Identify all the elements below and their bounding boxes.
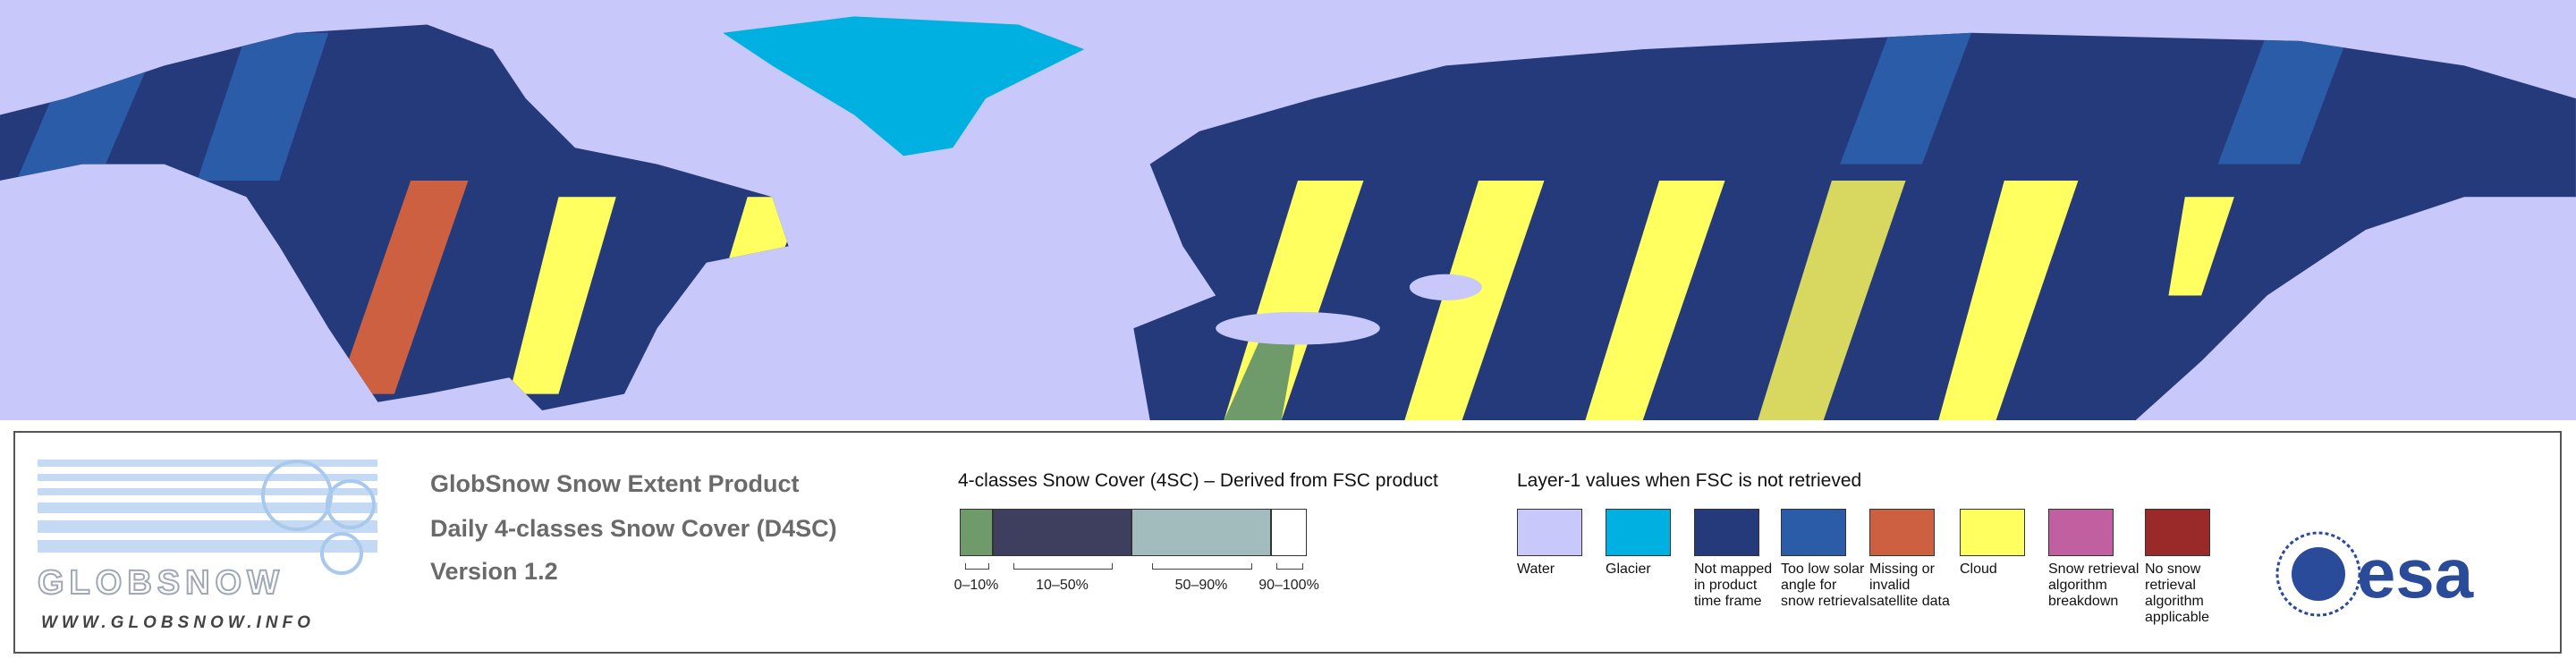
product-title: GlobSnow Snow Extent Product	[430, 470, 800, 497]
scale-segment	[1271, 509, 1307, 556]
legend-label: Not mapped in product time frame	[1694, 561, 1773, 609]
legend-label: Cloud	[1960, 561, 1997, 577]
legend-label: No snow retrieval algorithm applicable	[2145, 561, 2210, 625]
logo-name: GLOBSNOW	[38, 564, 284, 602]
product-version: Version 1.2	[430, 558, 558, 585]
legend-label: Snow retrieval algorithm breakdown	[2048, 561, 2140, 609]
legend-swatch	[2145, 509, 2210, 556]
esa-label: esa	[2357, 534, 2474, 612]
legend-swatch	[1869, 509, 1935, 556]
legend-label: Missing or invalid satellite data	[1869, 561, 1950, 609]
bracket	[1152, 563, 1252, 570]
scale-label: 50–90%	[1174, 578, 1228, 593]
scale-title: 4-classes Snow Cover (4SC) – Derived fro…	[958, 470, 1438, 491]
legend-swatch	[1960, 509, 2025, 556]
scale-label: 10–50%	[1036, 578, 1089, 593]
legend-swatch	[2048, 509, 2114, 556]
layer1-title: Layer-1 values when FSC is not retrieved	[1517, 470, 1862, 491]
legend-label: Water	[1517, 561, 1555, 577]
scale-segment	[993, 509, 1131, 556]
bracket	[1013, 563, 1113, 570]
product-subtitle: Daily 4-classes Snow Cover (D4SC)	[430, 515, 837, 542]
logo-url: WWW.GLOBSNOW.INFO	[41, 613, 315, 632]
scale-segment	[1131, 509, 1271, 556]
snow-map	[0, 0, 2576, 420]
legend-swatch	[1517, 509, 1582, 556]
bracket	[964, 563, 990, 570]
globsnow-logo: GLOBSNOW WWW.GLOBSNOW.INFO	[38, 460, 377, 632]
esa-logo: esa	[2275, 531, 2474, 617]
scale-label: 0–10%	[953, 578, 999, 593]
greenland	[723, 16, 1085, 156]
bracket	[1276, 563, 1303, 570]
legend-label: Glacier	[1606, 561, 1651, 577]
legend-label: Too low solar angle for snow retrieval	[1781, 561, 1869, 609]
scale-segment	[960, 509, 993, 556]
legend-panel: GLOBSNOW WWW.GLOBSNOW.INFO GlobSnow Snow…	[13, 431, 2562, 654]
legend-swatch	[1606, 509, 1671, 556]
legend-swatch	[1694, 509, 1759, 556]
scale-label: 90–100%	[1258, 578, 1319, 593]
legend-swatch	[1781, 509, 1846, 556]
